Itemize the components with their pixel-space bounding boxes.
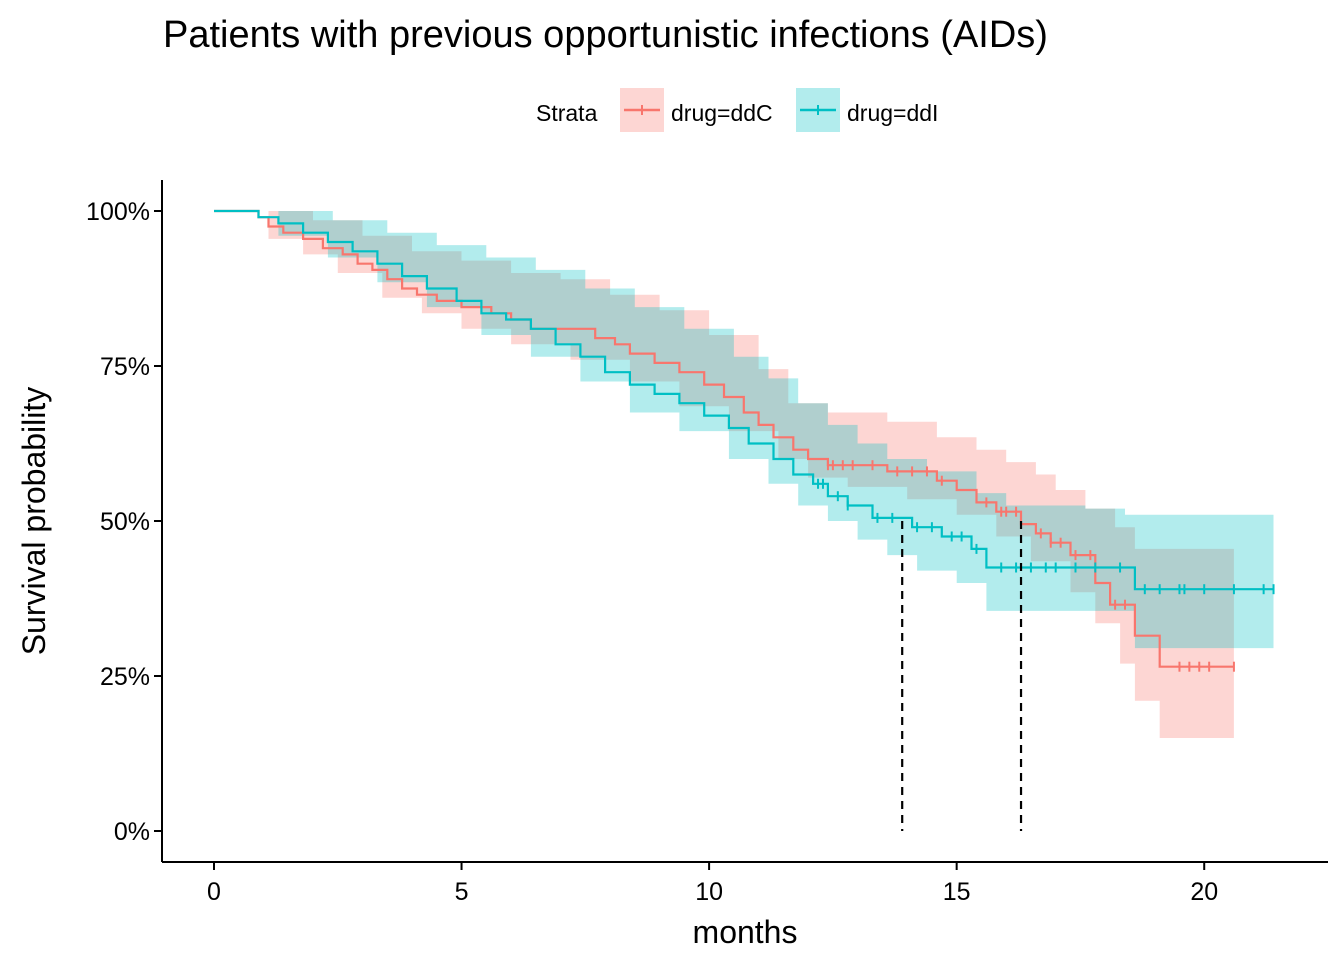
legend-title: Strata [536, 100, 598, 126]
y-tick-label-4: 100% [86, 198, 150, 226]
median-lines [901, 521, 1023, 831]
y-axis-label: Survival probability [16, 387, 52, 656]
survival-curve-1 [214, 209, 1274, 591]
x-tick-label-1: 5 [455, 878, 469, 906]
chart-title: Patients with previous opportunistic inf… [163, 14, 1048, 56]
y-tick-label-2: 50% [100, 508, 150, 536]
y-tick-label-0: 0% [114, 818, 150, 846]
x-tick-label-3: 15 [943, 878, 971, 906]
axes: 0 5 10 15 20 0% 25% 50% 75% 100% [86, 180, 1328, 906]
legend-label-ddc: drug=ddC [671, 100, 773, 126]
x-tick-label-0: 0 [207, 878, 221, 906]
x-tick-label-4: 20 [1190, 878, 1218, 906]
x-tick-label-2: 10 [695, 878, 723, 906]
y-tick-label-1: 25% [100, 663, 150, 691]
x-ticks: 0 5 10 15 20 [207, 862, 1218, 906]
legend-label-ddi: drug=ddI [847, 100, 938, 126]
censor-marks [817, 460, 1275, 672]
survival-curves [214, 209, 1274, 668]
confidence-band-1 [214, 211, 1274, 649]
survival-curve-0 [214, 209, 1234, 668]
y-tick-label-3: 75% [100, 353, 150, 381]
legend: Strata drug=ddC drug=ddI [536, 88, 938, 132]
y-ticks: 0% 25% 50% 75% 100% [86, 198, 162, 846]
confidence-bands [214, 211, 1274, 738]
x-axis-label: months [693, 914, 798, 950]
confidence-band-0 [214, 211, 1234, 738]
